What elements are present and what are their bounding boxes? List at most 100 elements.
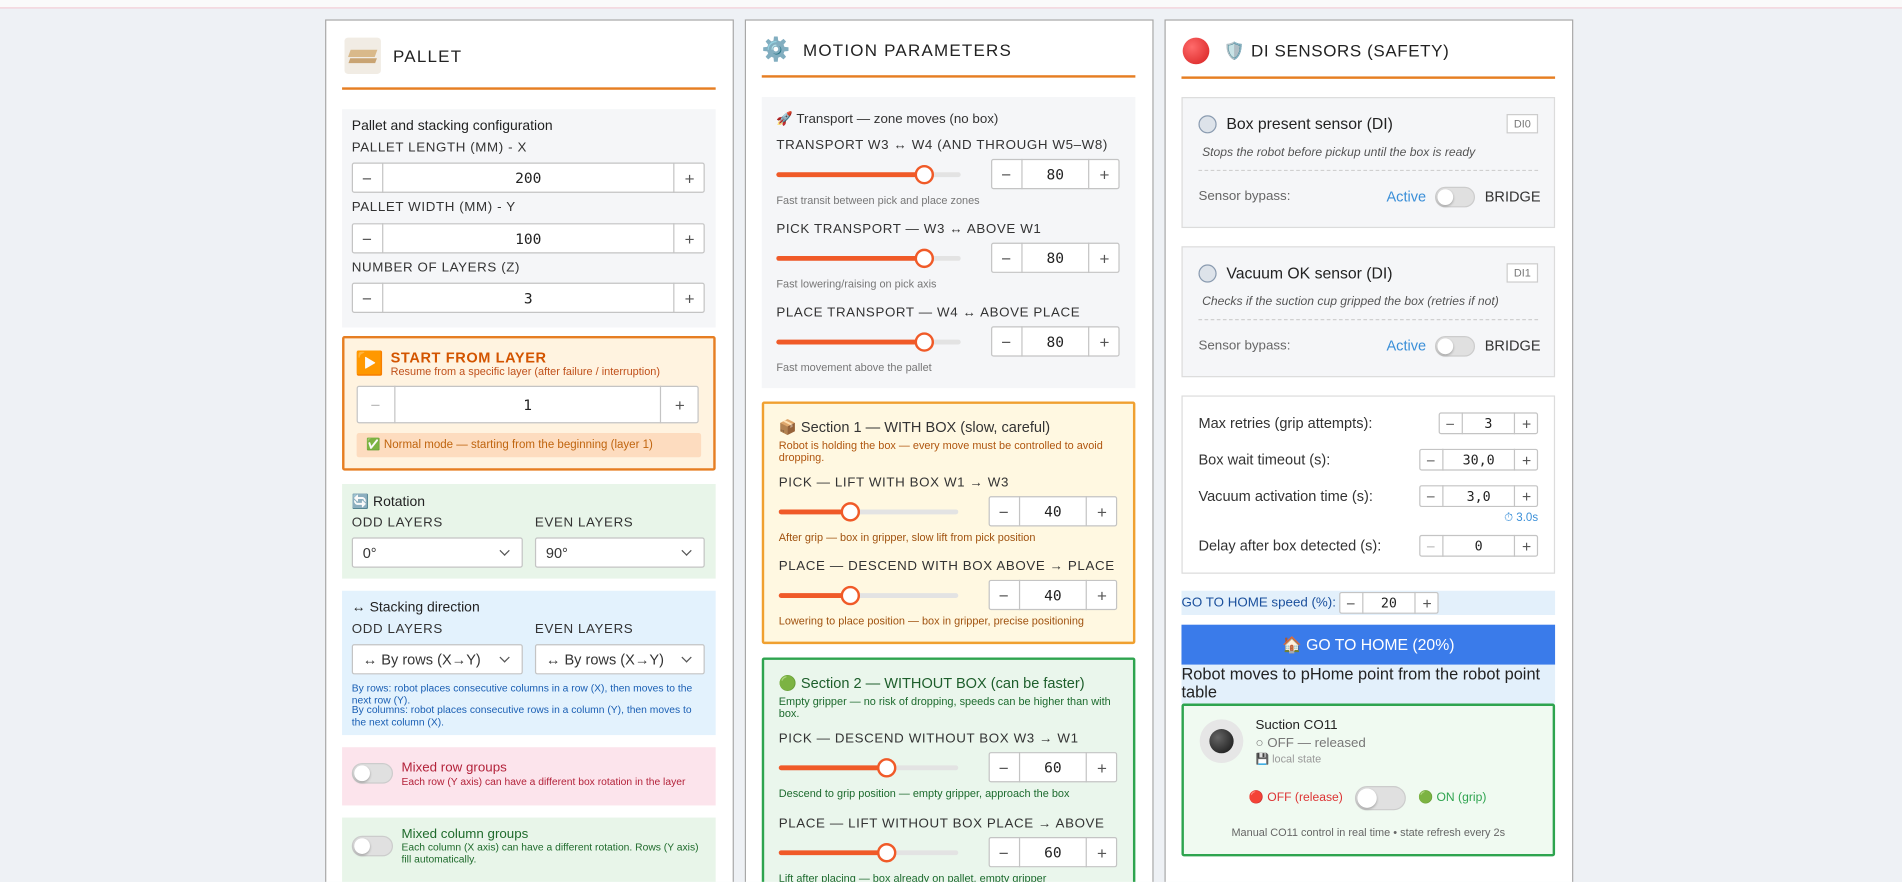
minus-button[interactable]: − [1439,412,1463,435]
field-label: PALLET WIDTH (MM) - Y [351,200,516,215]
plus-button[interactable]: + [1513,534,1538,557]
mixed-rows-section [342,747,716,806]
plus-button[interactable]: + [673,223,705,254]
number-input[interactable]: 3 [523,289,533,307]
minus-button[interactable]: − [991,158,1023,190]
minus-button[interactable]: − [991,242,1023,273]
number-input[interactable]: 60 [1044,843,1062,861]
number-input[interactable]: 3,0 [1466,488,1491,505]
home-note-bg [1181,664,1556,704]
minus-button[interactable]: − [352,162,384,193]
param-label: Max retries (grip attempts): [1198,414,1373,432]
number-input[interactable]: 100 [515,229,542,247]
stepper [988,752,1118,783]
slider-thumb[interactable] [914,332,934,352]
plus-button[interactable]: + [1085,496,1118,527]
number-input[interactable]: 80 [1046,332,1065,350]
stepper [356,385,699,424]
select[interactable] [351,644,523,675]
number-input[interactable]: 0 [1474,537,1483,554]
stepper [991,326,1120,357]
minus-button[interactable]: − [991,326,1023,357]
slider-fill [776,255,924,261]
minus-button[interactable]: − [989,836,1021,868]
minus-button[interactable]: − [357,385,396,424]
number-input[interactable]: 80 [1046,165,1065,183]
slider-thumb[interactable] [840,502,861,522]
select[interactable] [351,537,523,568]
bypass-label: Sensor bypass: [1198,338,1291,353]
stepper [988,496,1118,527]
slider-thumb[interactable] [914,248,934,269]
plus-button[interactable]: + [659,385,699,424]
home-button[interactable]: 🏠 GO TO HOME (20%) [1181,624,1556,665]
select[interactable] [534,644,705,675]
minus-button[interactable]: − [352,223,384,254]
plus-button[interactable]: + [1513,485,1538,508]
number-input[interactable]: 1 [523,396,533,414]
bypass-bridge: BRIDGE [1484,337,1541,355]
number-input[interactable]: 200 [515,169,542,187]
plus-button[interactable]: + [1088,158,1120,190]
plus-button[interactable]: + [1085,836,1118,868]
field-label: PICK — LIFT WITH BOX W1 → W3 [778,475,1009,491]
toggle-knob [1357,788,1377,808]
select-value: ↔ By rows (X→Y) [545,650,664,668]
stepper [991,158,1120,190]
minus-button[interactable]: − [1419,534,1444,557]
number-input[interactable]: 30,0 [1462,451,1495,468]
plus-button[interactable]: + [1513,448,1538,471]
sensor-name: Box present sensor (DI) [1226,114,1393,133]
plus-button[interactable]: + [1088,242,1120,273]
panel-title: 🛡️ DI SENSORS (SAFETY) [1223,40,1450,61]
help-text: Fast lowering/raising on pick axis [776,277,937,290]
number-input[interactable]: 20 [1380,594,1397,611]
number-input[interactable]: 3 [1484,415,1493,432]
sensor-card [1181,97,1556,229]
field-label: PLACE — DESCEND WITH BOX ABOVE → PLACE [778,559,1115,574]
help-text: By columns: robot places consecutive row… [351,703,692,728]
number-input[interactable]: 60 [1044,758,1062,776]
slider-thumb[interactable] [876,758,897,778]
field-label: PLACE TRANSPORT — W4 ↔ ABOVE PLACE [776,305,1081,321]
status-note [356,433,702,458]
minus-button[interactable]: − [352,282,384,313]
field-label: ODD LAYERS [351,622,443,637]
plus-button[interactable]: + [673,282,705,313]
minus-button[interactable]: − [1339,591,1364,614]
sensor-description: Checks if the suction cup gripped the bo… [1202,295,1499,309]
stepper [1438,412,1539,435]
slider-thumb[interactable] [840,585,861,606]
field-label: ODD LAYERS [351,515,443,531]
start-subtitle: Resume from a specific layer (after fail… [390,365,660,378]
field-label: EVEN LAYERS [534,622,634,637]
help-text: Fast transit between pick and place zone… [776,194,980,207]
section-description: Robot is holding the box — every move mu… [778,439,1103,464]
plus-button[interactable]: + [1414,591,1438,614]
slider-thumb[interactable] [914,164,934,185]
minus-button[interactable]: − [1419,485,1444,508]
pallet-plank [348,58,377,64]
plus-button[interactable]: + [1513,412,1538,435]
plus-button[interactable]: + [1088,326,1120,357]
field-label: PALLET LENGTH (MM) - X [351,140,527,156]
slider-fill [778,765,887,771]
number-input[interactable]: 80 [1046,249,1065,267]
option-title: Mixed row groups [401,760,507,776]
top-bar [0,0,1902,9]
select[interactable] [534,537,705,568]
plus-button[interactable]: + [673,162,705,193]
plus-button[interactable]: + [1085,579,1118,611]
minus-button[interactable]: − [989,579,1021,611]
stepper [351,282,705,313]
minus-button[interactable]: − [989,496,1021,527]
slider-thumb[interactable] [876,843,897,863]
minus-button[interactable]: − [1419,448,1444,471]
divider [1198,169,1539,172]
minus-button[interactable]: − [989,752,1021,783]
plus-button[interactable]: + [1085,752,1118,783]
number-input[interactable]: 40 [1044,586,1062,604]
bypass-state: Active [1386,337,1427,355]
number-input[interactable]: 40 [1044,502,1062,520]
